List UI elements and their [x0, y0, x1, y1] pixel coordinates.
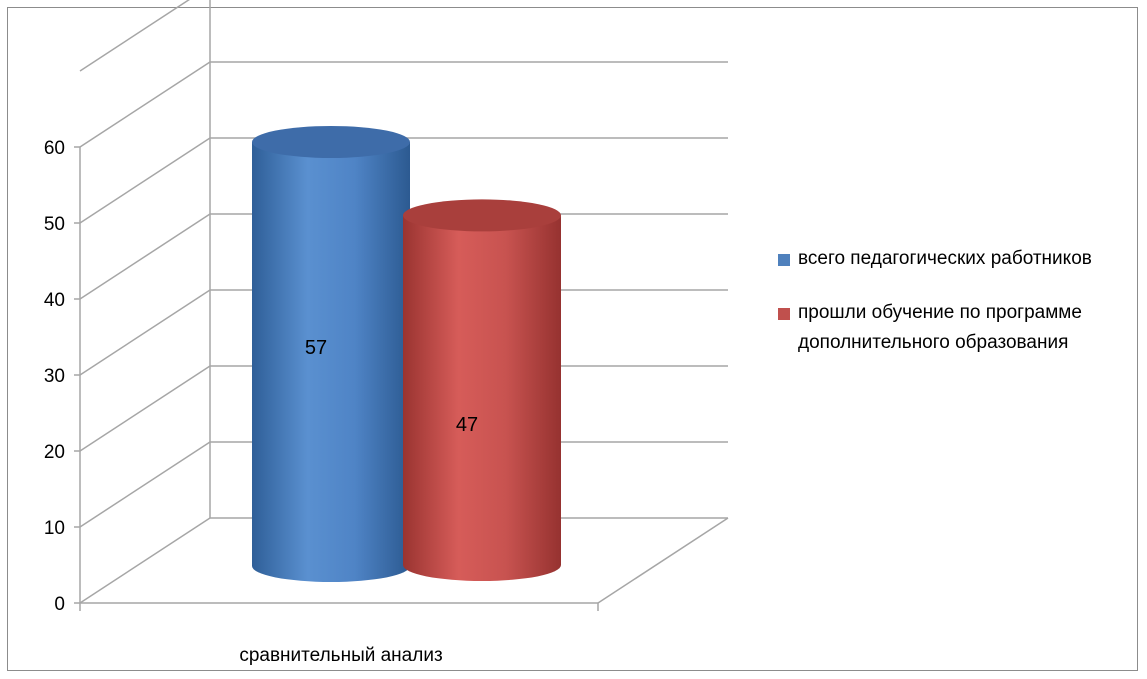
legend: всего педагогических работников прошли о…	[778, 244, 1138, 382]
legend-swatch-blue	[778, 254, 790, 266]
y-tick-label: 50	[44, 214, 65, 235]
legend-swatch-red	[778, 308, 790, 320]
legend-item-series-2: прошли обучение по программе дополнитель…	[778, 298, 1138, 358]
cylinder-top	[252, 126, 410, 158]
data-label: 47	[456, 414, 478, 436]
side-grid-line	[79, 0, 190, 72]
side-grid-line	[79, 441, 211, 528]
y-tick-label: 30	[44, 366, 65, 387]
chart-frame	[7, 7, 1138, 671]
legend-label: всего педагогических работников	[798, 248, 1092, 269]
axes	[74, 146, 599, 611]
y-tick-label: 60	[44, 138, 65, 159]
bar-series-1	[252, 126, 410, 582]
y-tick-label: 20	[44, 442, 65, 463]
side-grid-line	[79, 213, 211, 300]
side-grid-line	[79, 61, 211, 148]
y-tick-label: 40	[44, 290, 65, 311]
side-grid-line	[79, 137, 211, 224]
legend-item-series-1: всего педагогических работников	[778, 244, 1138, 274]
side-grid-line	[79, 365, 211, 452]
data-label: 57	[305, 337, 327, 359]
cylinder-body	[403, 215, 561, 581]
y-tick-label: 10	[44, 518, 65, 539]
side-grid-line	[79, 289, 211, 376]
cylinder-top	[403, 199, 561, 232]
side-grid-line	[79, 517, 211, 604]
legend-label: прошли обучение по программе дополнитель…	[798, 302, 1082, 353]
bar-series-2	[403, 199, 561, 581]
labels: 0 10 20 30 40 50 60 сравнительный анализ 57 47	[44, 138, 478, 666]
cylinder-body	[252, 142, 410, 582]
y-tick-label: 0	[54, 594, 65, 615]
category-label: сравнительный анализ	[239, 645, 442, 666]
bars	[252, 126, 561, 582]
floor-right-edge	[597, 517, 729, 604]
